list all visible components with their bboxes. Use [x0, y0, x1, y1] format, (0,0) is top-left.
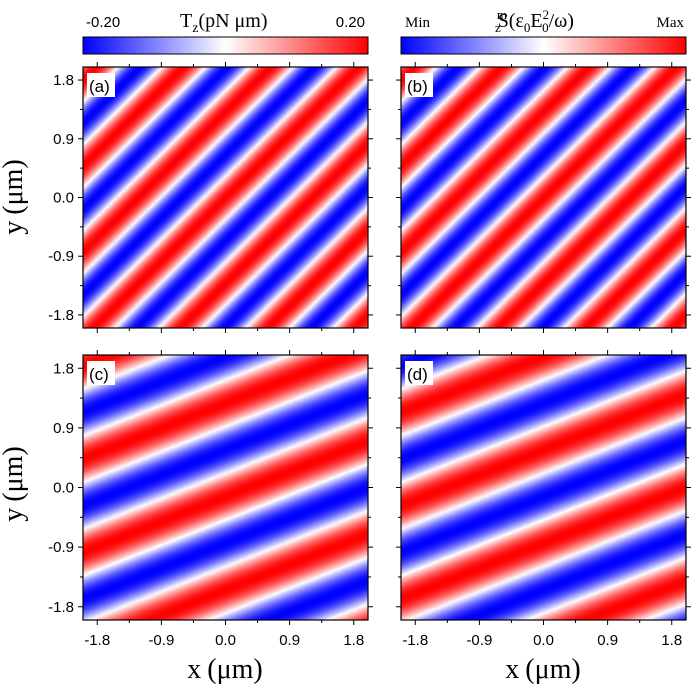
colorbar-left-title: Tz(pN μm) — [180, 10, 267, 36]
y-tick-label: -0.9 — [48, 248, 74, 265]
x-tick-label: 1.8 — [661, 632, 682, 649]
y-tick-label: 1.8 — [53, 360, 74, 377]
colorbar-left-min-label: -0.20 — [86, 14, 120, 31]
heatmap-field — [401, 67, 686, 328]
y-tick-label: 1.8 — [53, 72, 74, 89]
colorbar-right: Min Max Sm z (ε0E2 0/ω) — [400, 7, 687, 55]
heatmap-field — [83, 67, 368, 328]
y-tick-label: 0.0 — [53, 480, 74, 497]
panel-a: (a) 1.8 0.9 0.0 -0.9 -1.8 — [48, 62, 373, 333]
x-tick-label: -1.8 — [84, 632, 110, 649]
colorbar-right-gradient — [400, 36, 687, 55]
y-tick-label: -1.8 — [48, 599, 74, 616]
x-tick-label: -0.9 — [148, 632, 174, 649]
x-tick-label: -1.8 — [402, 632, 428, 649]
x-tick-label: -0.9 — [466, 632, 492, 649]
colorbar-right-min-label: Min — [405, 15, 431, 31]
heatmap-field — [83, 355, 368, 620]
y-tick-label: 0.9 — [53, 131, 74, 148]
x-tick-label: 1.8 — [343, 632, 364, 649]
y-tick-label: 0.9 — [53, 420, 74, 437]
panel-label: (d) — [407, 365, 428, 384]
x-tick-label: 0.9 — [279, 632, 300, 649]
panel-d: (d) -1.8 -0.9 0.0 0.9 1.8 — [396, 350, 691, 649]
panel-label-box — [405, 73, 433, 97]
y-tick-label: 0.0 — [53, 190, 74, 207]
x-tick-label: 0.0 — [215, 632, 236, 649]
panel-label-box — [87, 73, 115, 97]
colorbar-left-gradient — [82, 36, 369, 55]
y-tick-label: -0.9 — [48, 539, 74, 556]
y-axis-title-bottom: y(μm) — [0, 446, 29, 521]
panel-label-box — [405, 361, 433, 385]
panel-label-box — [87, 361, 115, 385]
colorbar-right-title: Sm z (ε0E2 0/ω) — [495, 7, 574, 35]
panel-label: (b) — [407, 77, 428, 96]
x-tick-label: 0.9 — [597, 632, 618, 649]
colorbar-left: -0.20 0.20 Tz(pN μm) — [82, 10, 369, 55]
y-tick-label: -1.8 — [48, 307, 74, 324]
panels: (a) 1.8 0.9 0.0 -0.9 -1.8 (b) (c) 1.8 0.9 0.0 -0.9 -… — [48, 62, 691, 649]
x-axis-title-left: x (μm) — [187, 654, 262, 685]
colorbar-left-max-label: 0.20 — [336, 14, 365, 31]
colorbar-right-max-label: Max — [657, 15, 685, 31]
panel-c: (c) 1.8 0.9 0.0 -0.9 -1.8 -1.8 -0.9 0.0 0.9 1.8 — [48, 350, 373, 649]
panel-b: (b) — [396, 62, 691, 333]
panel-label: (c) — [89, 365, 109, 384]
x-tick-label: 0.0 — [533, 632, 554, 649]
x-axis-title-right: x (μm) — [505, 654, 580, 685]
panel-label: (a) — [89, 77, 110, 96]
y-axis-title-top: y(μm) — [0, 159, 29, 234]
heatmap-field — [401, 355, 686, 620]
